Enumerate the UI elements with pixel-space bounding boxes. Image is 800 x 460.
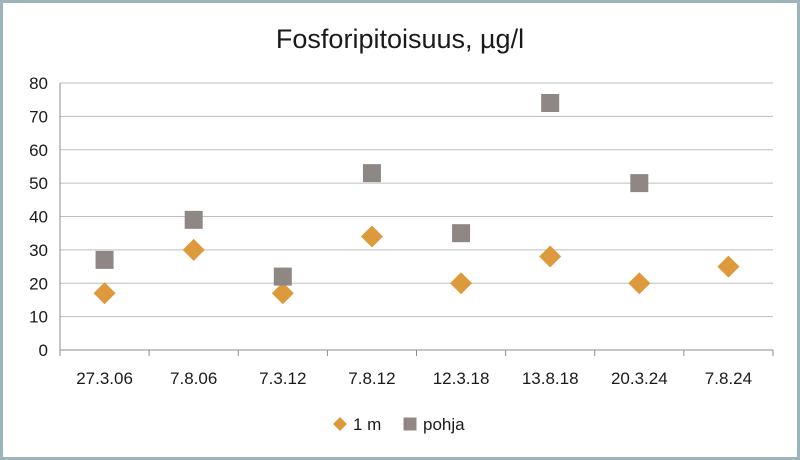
x-axis-ticks: 27.3.06 7.8.06 7.3.12 7.8.12 12.3.18 13.8.18 2…	[59, 350, 774, 388]
legend-label: pohja	[423, 415, 465, 434]
x-tick-label: 7.8.06	[170, 369, 217, 388]
data-point-pohja	[184, 210, 203, 229]
data-point-pohja	[362, 164, 381, 183]
data-points	[93, 94, 740, 305]
y-tick-label: 50	[29, 174, 48, 193]
y-tick-label: 60	[29, 141, 48, 160]
data-point-1-m	[93, 282, 116, 305]
legend-label: 1 m	[353, 415, 381, 434]
legend-marker	[333, 417, 347, 431]
data-point-1-m	[717, 255, 740, 278]
y-tick-label: 70	[29, 107, 48, 126]
x-tick-label: 27.3.06	[76, 369, 133, 388]
data-point-pohja	[630, 174, 649, 193]
chart-title: Fosforipitoisuus, µg/l	[276, 24, 524, 54]
gridlines	[60, 82, 773, 318]
data-point-1-m	[450, 272, 473, 295]
x-tick-label: 7.8.12	[348, 369, 395, 388]
data-point-1-m	[539, 245, 562, 268]
legend: 1 m pohja	[333, 415, 465, 434]
legend-marker	[403, 417, 417, 431]
y-tick-label: 0	[39, 341, 48, 360]
data-point-pohja	[541, 94, 560, 113]
y-tick-label: 30	[29, 241, 48, 260]
x-tick-label: 20.3.24	[611, 369, 668, 388]
data-point-pohja	[273, 267, 292, 286]
x-tick-label: 12.3.18	[433, 369, 490, 388]
y-tick-label: 10	[29, 308, 48, 327]
data-point-1-m	[182, 238, 205, 261]
y-tick-label: 20	[29, 274, 48, 293]
y-axis-ticks: 0 10 20 30 40 50 60 70 80	[29, 74, 48, 360]
data-point-1-m	[360, 225, 383, 248]
x-tick-label: 7.3.12	[259, 369, 306, 388]
x-tick-label: 7.8.24	[705, 369, 752, 388]
x-tick-label: 13.8.18	[522, 369, 579, 388]
data-point-1-m	[271, 282, 294, 305]
y-tick-label: 80	[29, 74, 48, 93]
data-point-1-m	[628, 272, 651, 295]
y-tick-label: 40	[29, 208, 48, 227]
data-point-pohja	[95, 250, 114, 269]
data-point-pohja	[452, 224, 471, 243]
